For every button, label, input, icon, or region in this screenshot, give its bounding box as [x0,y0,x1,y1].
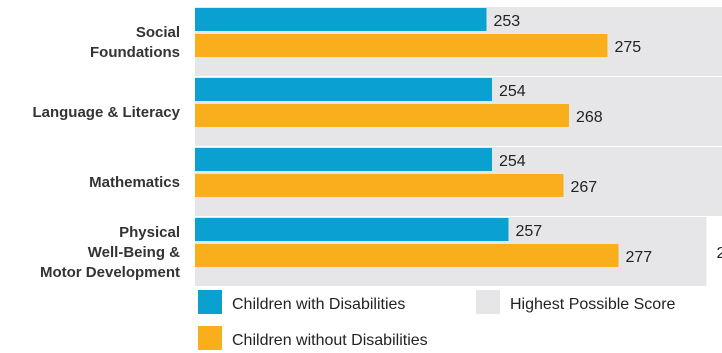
data-label: 277 [626,249,653,266]
data-label: 257 [516,223,543,240]
max-score-label: 293 [717,245,722,262]
label-layer: 298253275SocialFoundations298254268Langu… [32,13,722,281]
legend: Children with Disabilities Highest Possi… [198,290,676,350]
legend-swatch-with-disabilities [198,290,222,314]
legend-swatch-without-disabilities [198,326,222,350]
bar-without-disabilities [195,104,569,127]
bar-without-disabilities [195,174,564,197]
bar-without-disabilities [195,34,608,57]
category-label: Mathematics [89,174,180,191]
data-label: 268 [576,109,603,126]
bar-layer [195,8,619,267]
category-label: Social Foundations [90,24,180,61]
data-label: 254 [499,83,526,100]
legend-label-with-disabilities: Children with Disabilities [232,296,405,313]
category-label: Language & Literacy [32,104,180,121]
category-label: Physical Well-Being & Motor Development [40,224,180,281]
data-label: 253 [494,13,521,30]
legend-label-without-disabilities: Children without Disabilities [232,332,428,349]
bar-without-disabilities [195,244,619,267]
bar-with-disabilities [195,78,492,101]
data-label: 267 [571,179,598,196]
bar-with-disabilities [195,8,487,31]
bar-with-disabilities [195,218,509,241]
legend-swatch-highest-possible [476,290,500,314]
legend-label-highest-possible: Highest Possible Score [510,296,676,313]
data-label: 254 [499,153,526,170]
bar-with-disabilities [195,148,492,171]
data-label: 275 [615,39,642,56]
